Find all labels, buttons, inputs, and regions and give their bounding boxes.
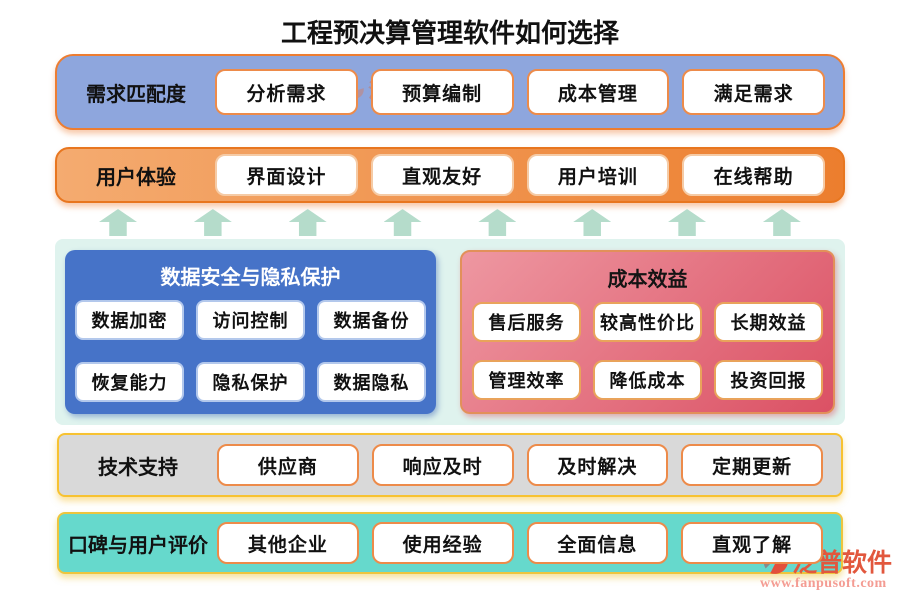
security-item: 数据备份: [317, 300, 426, 340]
up-arrow-icon: [99, 209, 137, 236]
cost-item: 较高性价比: [593, 302, 702, 342]
experience-item: 在线帮助: [682, 154, 825, 196]
demand-item: 成本管理: [526, 69, 670, 115]
cost-benefit-title: 成本效益: [607, 269, 688, 291]
user-experience-label: 用户体验: [96, 166, 176, 189]
security-item: 隐私保护: [196, 362, 305, 402]
up-arrow-icon: [288, 209, 327, 236]
up-arrow-icon: [668, 209, 707, 236]
demand-item: 满足需求: [682, 69, 825, 115]
data-security-title: 数据安全与隐私保护: [160, 267, 341, 289]
up-arrow-icon: [478, 209, 517, 236]
reputation-label: 口碑与用户评价: [68, 534, 208, 557]
data-security-panel: 数据安全与隐私保护 数据加密 访问控制 数据备份 恢复能力 隐私保护 数据隐私: [65, 250, 436, 414]
security-item: 数据隐私: [317, 362, 426, 402]
security-item: 访问控制: [196, 300, 305, 340]
security-item: 恢复能力: [75, 362, 184, 402]
fanpu-website-text: www.fanpusoft.com: [759, 576, 887, 591]
up-arrow-icon: [383, 209, 422, 236]
up-arrow-icon: [193, 209, 232, 236]
cost-benefit-panel: 成本效益 售后服务 较高性价比 长期效益 管理效率 降低成本 投资回报: [460, 250, 835, 414]
user-experience-row: 用户体验 界面设计 直观友好 用户培训 在线帮助: [55, 147, 845, 203]
reputation-item: 全面信息: [526, 522, 669, 564]
tech-support-items: 供应商 响应及时 及时解决 定期更新: [217, 444, 823, 486]
tech-item: 及时解决: [526, 444, 669, 486]
up-arrow-icon: [573, 209, 612, 236]
reputation-item: 其他企业: [217, 522, 359, 564]
reputation-item: 直观了解: [681, 522, 823, 564]
cost-item: 降低成本: [593, 360, 702, 400]
user-experience-items: 界面设计 直观友好 用户培训 在线帮助: [215, 154, 825, 196]
page-title: 工程预决算管理软件如何选择: [280, 19, 619, 48]
up-arrow-icon: [762, 209, 801, 236]
demand-match-items: 分析需求 预算编制 成本管理 满足需求: [215, 69, 825, 115]
reputation-item: 使用经验: [371, 522, 514, 564]
security-item: 数据加密: [75, 300, 184, 340]
tech-item: 响应及时: [371, 444, 514, 486]
experience-item: 界面设计: [215, 154, 358, 196]
data-security-items: 数据加密 访问控制 数据备份 恢复能力 隐私保护 数据隐私: [75, 300, 426, 404]
demand-match-label: 需求匹配度: [86, 83, 186, 106]
middle-panels-section: 数据安全与隐私保护 数据加密 访问控制 数据备份 恢复能力 隐私保护 数据隐私 …: [55, 239, 845, 425]
tech-support-label: 技术支持: [98, 456, 178, 479]
cost-item: 长期效益: [714, 302, 823, 342]
demand-item: 分析需求: [215, 69, 358, 115]
tech-item: 供应商: [217, 444, 359, 486]
tech-support-row: 技术支持 供应商 响应及时 及时解决 定期更新: [57, 433, 843, 497]
reputation-row: 口碑与用户评价 其他企业 使用经验 全面信息 直观了解: [57, 512, 843, 574]
cost-benefit-items: 售后服务 较高性价比 长期效益 管理效率 降低成本 投资回报: [472, 302, 823, 402]
demand-item: 预算编制: [370, 69, 514, 115]
reputation-items: 其他企业 使用经验 全面信息 直观了解: [217, 522, 823, 564]
arrow-strip: [55, 209, 845, 237]
demand-match-row: 泛普软件 需求匹配度 分析需求 预算编制 成本管理 满足需求: [55, 54, 845, 130]
cost-item: 管理效率: [472, 360, 581, 400]
experience-item: 用户培训: [526, 154, 670, 196]
experience-item: 直观友好: [370, 154, 514, 196]
cost-item: 投资回报: [714, 360, 823, 400]
cost-item: 售后服务: [472, 302, 581, 342]
tech-item: 定期更新: [681, 444, 823, 486]
